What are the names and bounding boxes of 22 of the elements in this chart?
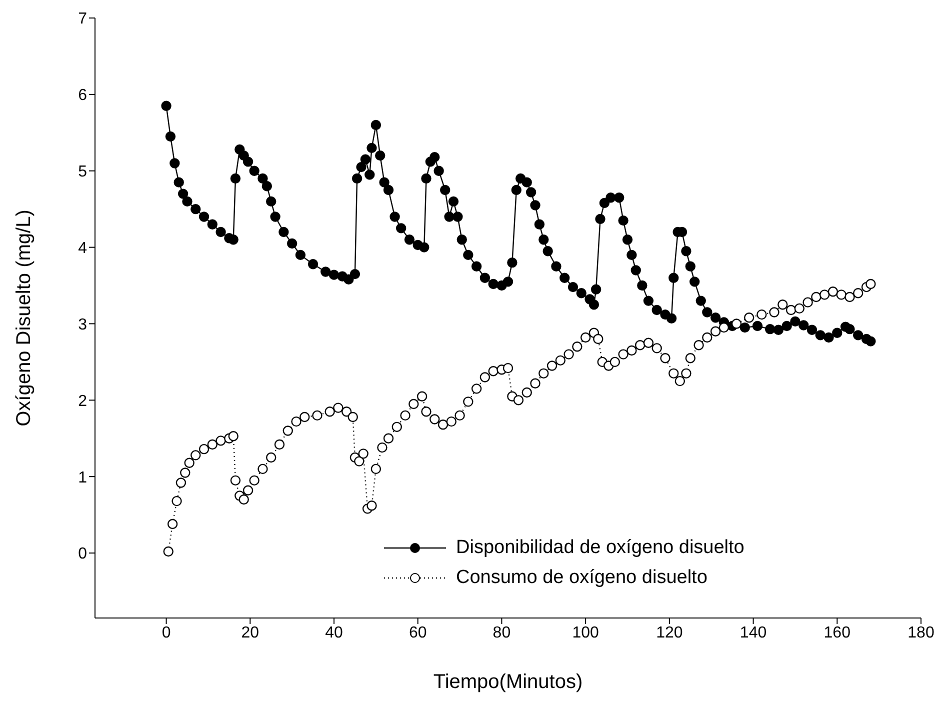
x-tick-label: 40 (325, 624, 343, 642)
y-tick-label: 2 (78, 392, 88, 410)
y-tick-label: 1 (78, 469, 88, 486)
x-tick-label: 80 (492, 624, 511, 642)
x-tick-label: 20 (241, 624, 260, 642)
y-axis-title: Oxígeno Disuelto (mg/L) (13, 210, 36, 426)
x-tick-label: 60 (408, 624, 427, 642)
x-tick-label: 140 (740, 624, 767, 642)
x-tick-label: 120 (656, 624, 683, 642)
x-axis-title: Tiempo(Minutos) (433, 671, 583, 693)
legend-label: Disponibilidad de oxígeno disuelto (456, 537, 744, 559)
y-tick-label: 6 (78, 87, 88, 104)
y-tick-label: 3 (78, 316, 88, 334)
x-tick-label: 160 (824, 624, 851, 642)
y-tick-label: 5 (78, 164, 88, 181)
y-tick-label: 0 (78, 546, 88, 563)
legend-label: Consumo de oxígeno disuelto (456, 567, 708, 589)
y-tick-label: 4 (78, 240, 88, 257)
x-tick-label: 100 (572, 624, 600, 642)
x-tick-label: 0 (162, 624, 171, 642)
y-tick-label: 7 (78, 10, 88, 28)
x-tick-label: 180 (908, 624, 934, 642)
